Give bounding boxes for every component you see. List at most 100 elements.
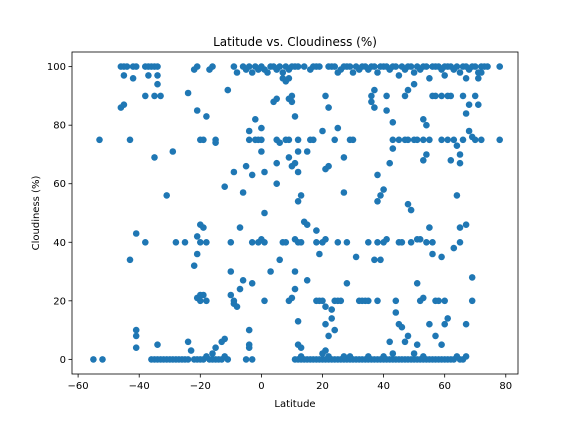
data-point (294, 63, 302, 70)
data-point (239, 189, 247, 196)
data-point (200, 291, 207, 299)
plot-frame (71, 51, 519, 375)
data-point (420, 116, 427, 123)
data-point (212, 139, 219, 146)
data-point (322, 320, 329, 328)
data-point (475, 75, 482, 82)
data-point (145, 72, 152, 79)
data-point (291, 159, 299, 167)
data-point (90, 356, 97, 363)
data-point (432, 92, 439, 100)
data-point (392, 297, 400, 305)
data-point (132, 326, 140, 334)
data-point (221, 183, 228, 190)
data-point (203, 297, 210, 305)
data-point (285, 75, 293, 82)
data-point (300, 63, 308, 70)
data-point (200, 136, 207, 144)
data-point (310, 136, 317, 144)
data-point (420, 353, 427, 360)
data-point (193, 63, 201, 70)
data-point (410, 69, 418, 76)
plot-area: −60 −40 −20 0 20 40 60 80 0 20 40 60 80 100 (47, 51, 519, 392)
data-point (331, 136, 339, 144)
data-point (478, 136, 485, 144)
data-point (297, 192, 305, 199)
data-point (441, 320, 449, 328)
data-point (325, 353, 332, 360)
data-point (273, 159, 281, 167)
data-point (383, 107, 390, 114)
data-point (404, 332, 412, 340)
data-point (471, 92, 479, 100)
data-point (420, 136, 427, 144)
data-point (374, 69, 381, 76)
data-point (248, 356, 256, 363)
data-point (462, 110, 470, 117)
data-point (319, 297, 326, 305)
data-point (313, 227, 320, 234)
data-point (462, 75, 470, 82)
data-point (453, 192, 461, 199)
data-point (279, 69, 287, 76)
data-point (386, 159, 394, 167)
data-point (288, 98, 296, 106)
data-point (389, 119, 397, 126)
data-point (154, 80, 161, 88)
data-point (120, 72, 128, 79)
data-point (242, 356, 250, 363)
data-point (368, 92, 375, 100)
data-point (267, 268, 274, 275)
data-point (224, 86, 232, 94)
data-point (377, 256, 384, 264)
data-point (398, 239, 406, 246)
y-tick-label: 60 (53, 179, 66, 190)
y-tick-label: 0 (60, 355, 66, 366)
data-point (316, 250, 323, 258)
x-tick-label: 0 (258, 381, 264, 392)
data-point (438, 136, 445, 144)
data-point (383, 236, 390, 243)
data-point (157, 92, 164, 100)
data-point (297, 353, 305, 360)
data-point (407, 239, 415, 246)
data-point (438, 253, 445, 261)
data-point (368, 98, 375, 106)
data-point (245, 344, 253, 352)
data-point (420, 294, 427, 302)
data-point (248, 280, 256, 287)
data-point (230, 168, 238, 176)
data-point (248, 239, 256, 246)
data-point (276, 256, 284, 264)
data-point (435, 297, 442, 305)
data-point (462, 353, 470, 360)
data-point (374, 239, 381, 246)
data-point (169, 148, 177, 155)
x-tick-label: 40 (377, 381, 390, 392)
x-axis-label: Latitude (274, 399, 315, 410)
data-point (456, 69, 464, 76)
data-point (441, 297, 449, 305)
data-point (233, 303, 241, 311)
data-point (377, 192, 384, 199)
data-point (190, 262, 198, 270)
data-point (291, 113, 299, 120)
data-point (416, 236, 424, 243)
data-point (468, 274, 476, 281)
data-point (297, 239, 305, 246)
data-point (193, 233, 201, 240)
y-axis-label: Cloudiness (%) (31, 176, 42, 251)
data-point (282, 239, 290, 246)
data-point (303, 221, 311, 228)
data-point (426, 136, 433, 144)
data-point (410, 350, 418, 357)
data-point (209, 63, 216, 70)
data-point (322, 347, 329, 354)
data-point (389, 136, 397, 144)
data-point (230, 63, 238, 70)
data-point (420, 157, 427, 164)
data-point (154, 341, 161, 349)
data-point (340, 189, 348, 196)
data-point (184, 89, 192, 97)
data-point (407, 206, 415, 214)
